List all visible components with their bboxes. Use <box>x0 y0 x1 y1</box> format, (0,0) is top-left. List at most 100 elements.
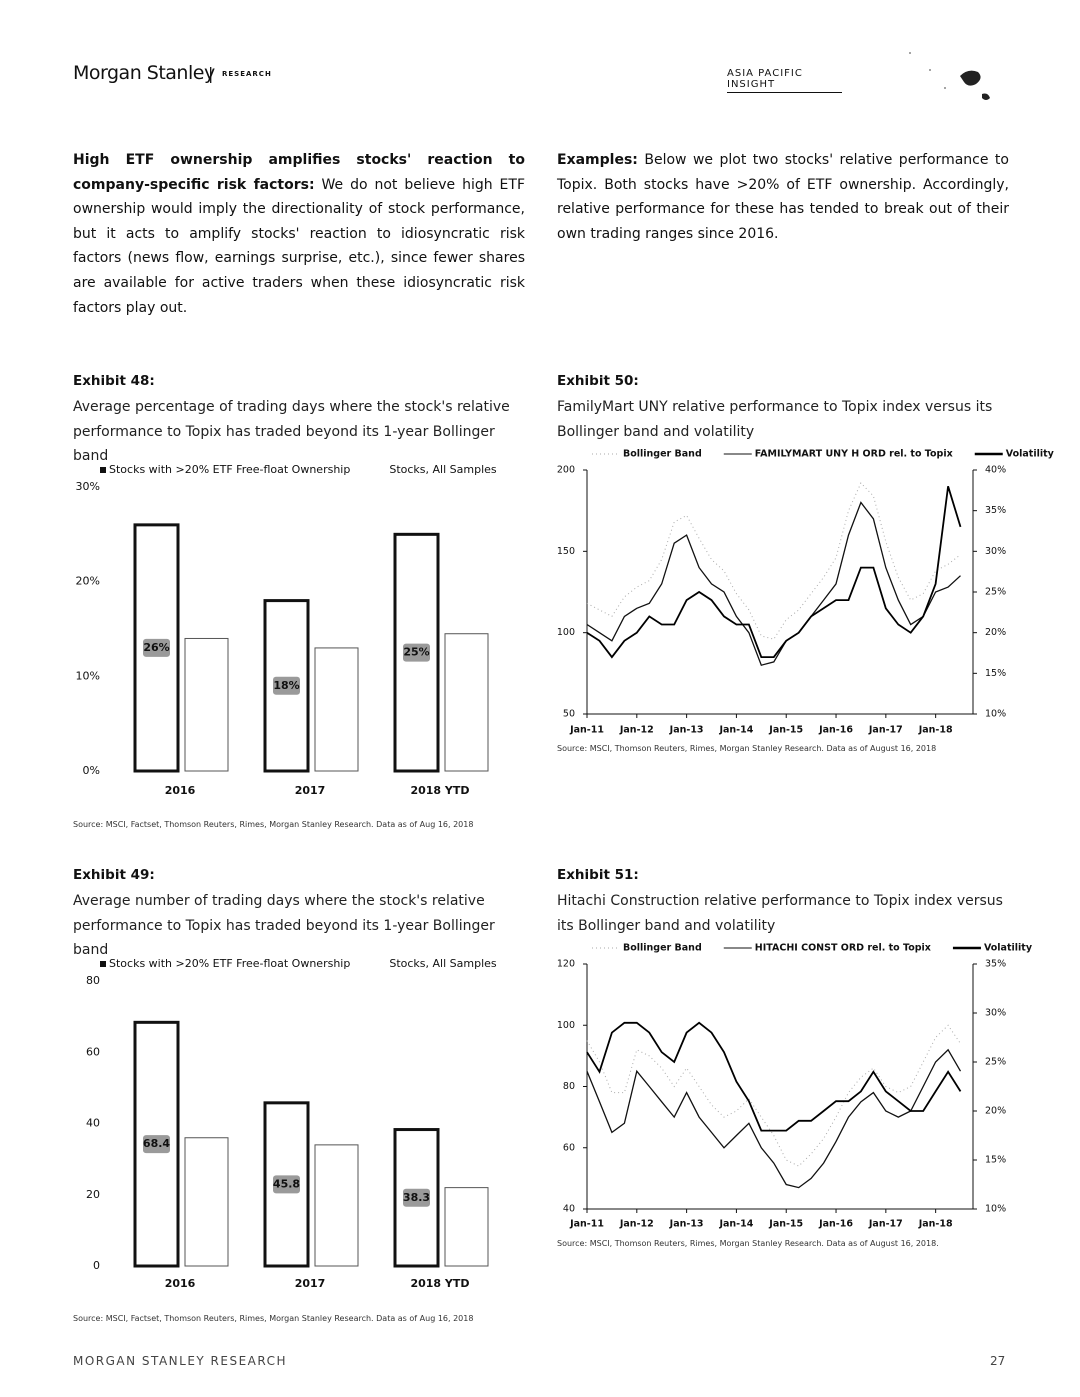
legend-label: Volatility <box>984 943 1033 954</box>
legend-label: Stocks, All Samples <box>389 463 497 476</box>
legend-label: Stocks with >20% ETF Free-float Ownershi… <box>109 957 350 970</box>
x-tick-label: Jan-12 <box>619 725 654 736</box>
x-tick-label: Jan-14 <box>718 1219 753 1230</box>
x-tick-label: Jan-13 <box>669 725 704 736</box>
y2-tick-label: 35% <box>985 959 1006 970</box>
x-tick-label: Jan-18 <box>918 1219 953 1230</box>
x-tick-label: Jan-11 <box>569 1219 604 1230</box>
exhibit-source: Source: MSCI, Thomson Reuters, Rimes, Mo… <box>557 744 937 753</box>
bar <box>393 532 440 773</box>
lead: Examples: <box>557 152 638 168</box>
x-tick-label: 2016 <box>165 1277 196 1290</box>
bar <box>314 1144 359 1267</box>
exhibit-title: Exhibit 48: <box>73 373 155 389</box>
legend-label: Stocks, All Samples <box>389 957 497 970</box>
y2-tick-label: 25% <box>985 587 1006 598</box>
separator: | <box>208 64 214 83</box>
y-tick-label: 50 <box>563 709 575 720</box>
value-label: 25% <box>403 646 429 659</box>
y-tick-label: 100 <box>557 1020 575 1031</box>
bar <box>184 637 229 772</box>
legend-swatch <box>100 467 106 473</box>
legend-label: Bollinger Band <box>623 943 702 954</box>
brand: Morgan Stanley <box>73 62 215 84</box>
value-label-box <box>403 643 430 662</box>
section: RESEARCH <box>222 70 272 78</box>
bar <box>393 1128 440 1268</box>
y-tick-label: 80 <box>86 974 100 987</box>
y2-tick-label: 25% <box>985 1057 1006 1068</box>
x-tick-label: 2018 YTD <box>410 1277 469 1290</box>
legend-swatch <box>100 961 106 967</box>
bar <box>184 1137 229 1267</box>
y-tick-label: 120 <box>557 959 575 970</box>
y2-tick-label: 30% <box>985 1008 1006 1019</box>
y2-tick-label: 10% <box>985 709 1006 720</box>
legend-label: Volatility <box>1006 449 1055 460</box>
bar <box>133 1020 180 1268</box>
series-line <box>586 486 962 659</box>
x-tick-label: Jan-18 <box>918 725 953 736</box>
insight-label: ASIA PACIFIC INSIGHT <box>727 68 842 93</box>
exhibit-subtitle: Average number of trading days where the… <box>73 893 495 959</box>
x-tick-label: Jan-16 <box>818 725 853 736</box>
x-tick-label: Jan-17 <box>868 1219 903 1230</box>
y-tick-label: 20 <box>86 1188 100 1201</box>
value-label-box <box>143 638 170 657</box>
left-paragraph: High ETF ownership amplifies stocks' rea… <box>73 148 525 320</box>
value-label: 68.4 <box>143 1137 170 1150</box>
value-label-box <box>273 1175 300 1194</box>
y-tick-label: 80 <box>563 1081 575 1092</box>
exhibit-source: Source: MSCI, Factset, Thomson Reuters, … <box>73 820 474 829</box>
value-label: 38.3 <box>403 1191 430 1204</box>
y2-tick-label: 15% <box>985 1155 1006 1166</box>
y-tick-label: 0% <box>83 764 100 777</box>
bar <box>133 523 180 773</box>
x-tick-label: Jan-15 <box>768 725 803 736</box>
y-tick-label: 200 <box>557 465 575 476</box>
exhibit-title: Exhibit 49: <box>73 867 155 883</box>
y-tick-label: 20% <box>76 575 100 588</box>
bar <box>263 599 310 773</box>
exhibit-title: Exhibit 51: <box>557 867 639 883</box>
bar <box>263 1101 310 1268</box>
y-tick-label: 40 <box>86 1117 100 1130</box>
value-label: 45.8 <box>273 1177 300 1190</box>
value-label-box <box>403 1188 430 1207</box>
lead: High ETF ownership amplifies stocks' rea… <box>73 152 525 193</box>
logo-map <box>909 52 990 100</box>
y-tick-label: 100 <box>557 627 575 638</box>
y2-tick-label: 15% <box>985 668 1006 679</box>
y2-tick-label: 20% <box>985 1106 1006 1117</box>
y-tick-label: 60 <box>86 1045 100 1058</box>
y-tick-label: 40 <box>563 1204 575 1215</box>
legend-label: Stocks with >20% ETF Free-float Ownershi… <box>109 463 350 476</box>
x-tick-label: Jan-15 <box>768 1219 803 1230</box>
x-tick-label: Jan-14 <box>718 725 753 736</box>
exhibit-subtitle: FamilyMart UNY relative performance to T… <box>557 399 993 440</box>
bar <box>444 1187 489 1267</box>
y2-tick-label: 30% <box>985 546 1006 557</box>
x-tick-label: 2018 YTD <box>410 784 469 797</box>
exhibit-title: Exhibit 50: <box>557 373 639 389</box>
text: We do not believe high ETF ownership wou… <box>73 176 525 316</box>
exhibit-subtitle: Hitachi Construction relative performanc… <box>557 893 1003 934</box>
right-paragraph: Examples: Below we plot two stocks' rela… <box>557 148 1009 246</box>
y2-tick-label: 10% <box>985 1204 1006 1215</box>
legend-label: FAMILYMART UNY H ORD rel. to Topix <box>755 449 953 460</box>
x-tick-label: Jan-13 <box>669 1219 704 1230</box>
y2-tick-label: 35% <box>985 505 1006 516</box>
y2-tick-label: 40% <box>985 465 1006 476</box>
value-label-box <box>143 1135 170 1154</box>
band-line <box>586 482 961 640</box>
y-tick-label: 60 <box>563 1142 575 1153</box>
series-line <box>586 1021 962 1132</box>
x-tick-label: Jan-11 <box>569 725 604 736</box>
text: Below we plot two stocks' relative perfo… <box>557 152 1009 242</box>
exhibit-subtitle: Average percentage of trading days where… <box>73 399 510 465</box>
x-tick-label: Jan-16 <box>818 1219 853 1230</box>
y-tick-label: 10% <box>76 669 100 682</box>
value-label: 26% <box>143 641 169 654</box>
